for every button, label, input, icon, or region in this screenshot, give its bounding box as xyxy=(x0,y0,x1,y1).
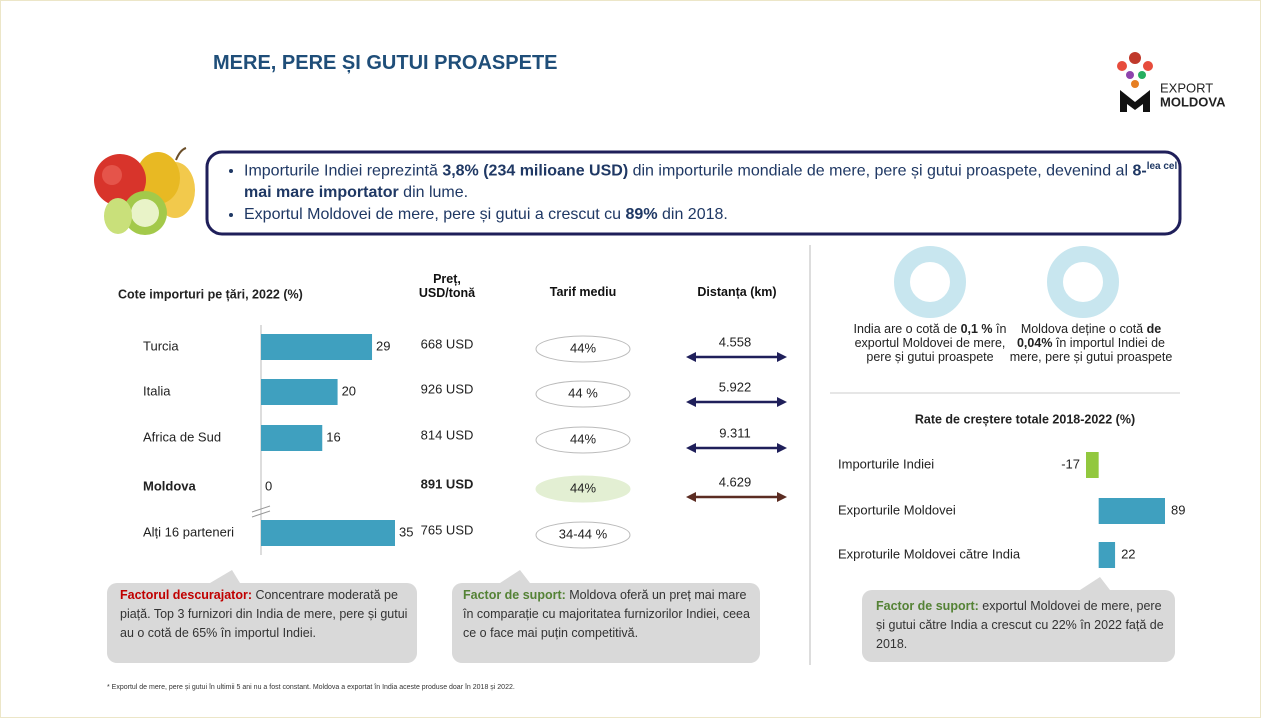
bar xyxy=(261,334,372,360)
text-run: lea cel xyxy=(1147,161,1178,172)
tariff: 34-44 % xyxy=(559,526,608,541)
text-run: din importurile mondiale de mere, pere ș… xyxy=(628,162,1132,179)
category-label: Turcia xyxy=(143,338,179,353)
donut xyxy=(902,254,958,310)
tariff: 44 % xyxy=(568,385,598,400)
value-label: 35 xyxy=(399,524,413,539)
value-label: 16 xyxy=(326,429,340,444)
value-label: -17 xyxy=(1061,456,1080,471)
callout-label: Factor de suport: xyxy=(463,588,566,602)
slide: EXPORT MOLDOVA Cote importuri pe țări, 2… xyxy=(0,0,1261,718)
value-label: 89 xyxy=(1171,502,1185,517)
category-label: Exproturile Moldovei către India xyxy=(838,546,1021,561)
text-run: din lume. xyxy=(399,184,468,201)
highlights: Importurile Indiei reprezintă 3,8% (234 … xyxy=(222,156,1194,226)
callout-text: Factor de suport: exportul Moldovei de m… xyxy=(876,597,1166,654)
text-run: 89% xyxy=(626,206,658,223)
value-label: 0 xyxy=(265,478,272,493)
value-label: 20 xyxy=(342,383,356,398)
price: 891 USD xyxy=(421,476,474,491)
column-header: Tarif mediu xyxy=(523,285,643,299)
callout-text: Factorul descurajator: Concentrare moder… xyxy=(120,586,410,643)
text-run: din 2018. xyxy=(658,206,728,223)
category-label: Alți 16 parteneri xyxy=(143,524,234,539)
bar xyxy=(261,425,322,451)
bar xyxy=(1086,452,1099,478)
donut xyxy=(1055,254,1111,310)
logo-text: EXPORT xyxy=(1160,80,1213,95)
category-label: Exporturile Moldovei xyxy=(838,502,956,517)
column-header: Preț, USD/tonă xyxy=(407,272,487,300)
fruit-illustration xyxy=(94,148,195,235)
logo-text: MOLDOVA xyxy=(1160,94,1226,109)
callout-label: Factor de suport: xyxy=(876,599,979,613)
price: 926 USD xyxy=(421,381,474,396)
bar xyxy=(261,379,338,405)
bar xyxy=(261,520,395,546)
share-text: Moldova deține o cotă de 0,04% în import… xyxy=(1002,322,1180,364)
chart-title: Cote importuri pe țări, 2022 (%) xyxy=(118,287,303,301)
text-run: mai mare importator xyxy=(244,184,399,201)
bullet: Exportul Moldovei de mere, pere și gutui… xyxy=(244,204,1194,226)
text-run: India are o cotă de xyxy=(854,322,961,336)
price: 814 USD xyxy=(421,427,474,442)
category-label: Italia xyxy=(143,383,171,398)
category-label: Importurile Indiei xyxy=(838,456,934,471)
price: 668 USD xyxy=(421,336,474,351)
tariff: 44% xyxy=(570,480,596,495)
callout-label: Factorul descurajator: xyxy=(120,588,252,602)
distance: 5.922 xyxy=(719,379,752,394)
page-title: MERE, PERE ȘI GUTUI PROASPETE xyxy=(213,52,558,75)
callout-text: Factor de suport: Moldova oferă un preț … xyxy=(463,586,753,643)
category-label: Moldova xyxy=(143,478,196,493)
share-text: India are o cotă de 0,1 % în exportul Mo… xyxy=(841,322,1019,364)
text-run: 3,8% (234 milioane USD) xyxy=(442,162,628,179)
distance: 9.311 xyxy=(719,425,751,440)
text-run: 0,1 % xyxy=(961,322,993,336)
bar xyxy=(1099,542,1115,568)
column-header: Distanța (km) xyxy=(677,285,797,299)
price: 765 USD xyxy=(421,522,474,537)
text-run: Importurile Indiei reprezintă xyxy=(244,162,442,179)
logo xyxy=(1117,52,1153,112)
text-run: Exportul Moldovei de mere, pere și gutui… xyxy=(244,206,626,223)
category-label: Africa de Sud xyxy=(143,429,221,444)
value-label: 29 xyxy=(376,338,390,353)
distance: 4.629 xyxy=(719,474,752,489)
text-run: 8- xyxy=(1132,162,1146,179)
footnote: * Exportul de mere, pere și gutui în ult… xyxy=(107,684,515,691)
bullet: Importurile Indiei reprezintă 3,8% (234 … xyxy=(244,156,1194,204)
text-run: Moldova deține o cotă xyxy=(1021,322,1147,336)
tariff: 44% xyxy=(570,431,596,446)
chart-title: Rate de creștere totale 2018-2022 (%) xyxy=(915,412,1135,426)
tariff: 44% xyxy=(570,340,596,355)
bar xyxy=(1099,498,1165,524)
value-label: 22 xyxy=(1121,546,1135,561)
distance: 4.558 xyxy=(719,334,752,349)
